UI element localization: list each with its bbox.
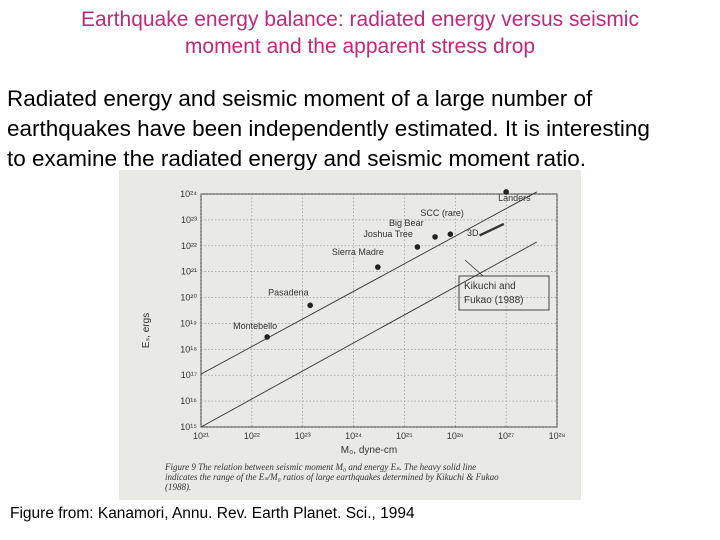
- kikuchi-fukao-line: [479, 222, 505, 237]
- y-tick-label: 10¹⁹: [180, 318, 197, 328]
- body-line: Radiated energy and seismic moment of a …: [7, 86, 593, 111]
- x-tick-label: 10²⁵: [396, 431, 413, 441]
- body-line: earthquakes have been independently esti…: [7, 116, 650, 141]
- data-point: [432, 234, 438, 240]
- x-axis-label: M₀, dyne-cm: [341, 445, 397, 456]
- x-tick-label: 10²⁷: [498, 431, 514, 441]
- data-point: [503, 189, 509, 195]
- y-tick-label: 10¹⁷: [181, 370, 197, 380]
- data-point: [447, 231, 454, 238]
- figure-caption: Figure 9 The relation between seismic mo…: [165, 462, 565, 492]
- x-tick-label: 10²⁶: [447, 431, 464, 441]
- point-label: Montebello: [233, 321, 277, 331]
- caption-line: indicates the range of the Eₛ/M₀ ratios …: [165, 472, 499, 482]
- y-tick-label: 10¹⁵: [180, 422, 197, 432]
- caption-line: Figure 9 The relation between seismic mo…: [165, 462, 477, 472]
- bound-line: [200, 241, 537, 428]
- annotation-box: [458, 275, 550, 311]
- y-tick-label: 10²¹: [181, 267, 197, 277]
- point-label: Joshua Tree: [363, 229, 413, 239]
- y-tick-label: 10²⁰: [180, 293, 197, 303]
- x-tick-label: 10²²: [244, 431, 260, 441]
- x-tick-label: 10²⁴: [345, 431, 362, 441]
- bound-line: [200, 191, 537, 375]
- annotation-3d: 3D: [467, 228, 479, 238]
- point-label: Pasadena: [268, 287, 309, 297]
- y-tick-label: 10¹⁶: [180, 396, 197, 406]
- figure-credit: Figure from: Kanamori, Annu. Rev. Earth …: [10, 505, 415, 522]
- point-label: Big Bear: [389, 218, 424, 228]
- body-line: to examine the radiated energy and seism…: [7, 146, 587, 171]
- x-tick-label: 10²¹: [193, 431, 209, 441]
- slide-title: Earthquake energy balance: radiated ener…: [20, 6, 700, 60]
- data-point: [264, 334, 270, 340]
- point-label: Sierra Madre: [332, 247, 384, 257]
- annotation-leader: [464, 259, 484, 277]
- caption-line: (1988).: [165, 482, 192, 492]
- y-tick-label: 10²³: [181, 215, 197, 225]
- data-point: [375, 264, 381, 270]
- x-tick-label: 10²³: [295, 431, 311, 441]
- point-label: SCC (rare): [420, 208, 464, 218]
- x-tick-label: 10²⁸: [549, 431, 566, 441]
- energy-moment-chart: 10²¹ 10²² 10²³ 10²⁴ 10²⁵ 10²⁶ 10²⁷ 10²⁸ 10¹⁵ 10¹⁶…: [141, 189, 566, 456]
- scanned-figure: 10²¹ 10²² 10²³ 10²⁴ 10²⁵ 10²⁶ 10²⁷ 10²⁸ 10¹⁵ 10¹⁶…: [119, 170, 581, 500]
- y-tick-label: 10²²: [181, 241, 197, 251]
- title-line: Earthquake energy balance: radiated ener…: [81, 8, 639, 31]
- data-point: [307, 302, 313, 309]
- annotation-text: Kikuchi and: [464, 281, 516, 292]
- y-axis-label: Eₛ, ergs: [141, 313, 152, 348]
- y-tick-label: 10¹⁸: [180, 344, 197, 354]
- body-paragraph: Radiated energy and seismic moment of a …: [7, 84, 715, 174]
- data-point: [414, 244, 421, 250]
- y-tick-label: 10²⁴: [180, 189, 197, 199]
- point-label: Landers: [498, 193, 531, 203]
- annotation-text: Fukao (1988): [464, 295, 523, 306]
- title-line: moment and the apparent stress drop: [184, 35, 536, 58]
